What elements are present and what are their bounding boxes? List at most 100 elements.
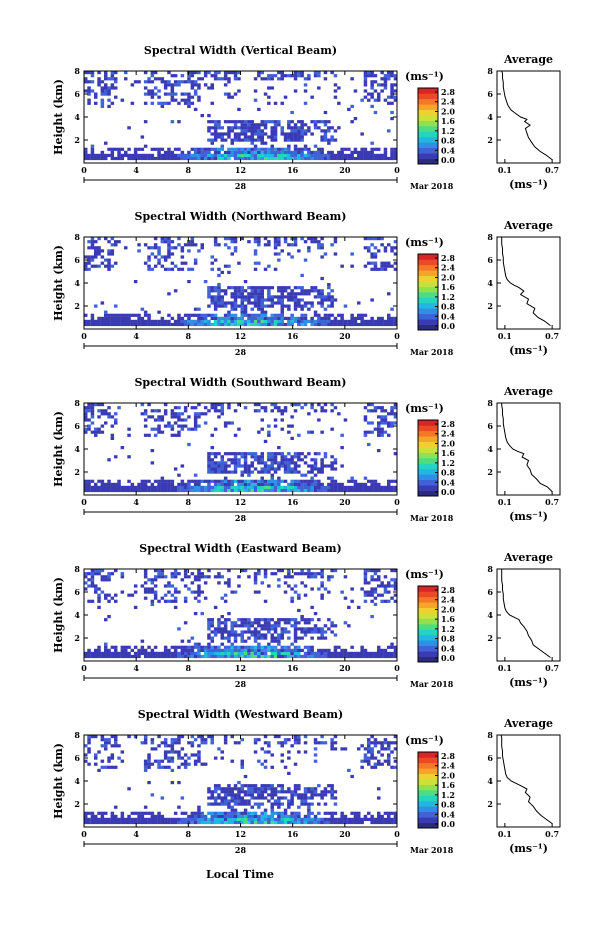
heatmap-cell [303,292,308,296]
heatmap-cell [180,322,185,327]
heatmap-cell [90,421,95,425]
heatmap-cell [263,817,268,821]
heatmap-cell [233,808,238,812]
heatmap-cell [180,735,185,739]
heatmap-cell [307,575,311,579]
heatmap-cell [390,817,394,821]
heatmap-cell [330,461,334,465]
heatmap-cell [207,467,211,471]
heatmap-cell [340,747,344,751]
heatmap-cell [84,156,88,161]
heatmap-cell [393,765,398,769]
heatmap-cell [187,150,191,154]
heatmap-cell [170,584,175,588]
heatmap-cell [197,86,201,90]
heatmap-cell [303,802,308,806]
heatmap-cell [233,452,238,456]
heatmap-cell [187,313,191,317]
heatmap-cell [310,458,314,462]
heatmap-cell [177,654,181,659]
heatmap-cell [277,409,281,413]
heatmap-cell [363,406,368,410]
heatmap-cell [223,485,228,489]
heatmap-cell [310,630,314,634]
heatmap-cell [303,83,308,87]
heatmap-cell [137,654,141,659]
heatmap-cell [267,793,271,797]
heatmap-cell [300,799,304,803]
heatmap-cell [353,488,358,493]
heatmap-cell [173,147,178,151]
heatmap-cell [177,267,181,271]
heatmap-cell [153,427,158,431]
heatmap-cell [157,415,161,419]
colorbar-swatch [418,120,438,127]
heatmap-cell [243,120,248,124]
heatmap-cell [307,237,311,241]
heatmap-cell [104,485,108,489]
heatmap-cell [280,796,284,800]
heatmap-cell [360,150,364,154]
heatmap-cell [387,412,391,416]
heatmap-cell [230,304,234,308]
heatmap-cell [327,820,331,825]
heatmap-cell [237,633,241,637]
heatmap-cell [313,630,318,634]
heatmap-cell [187,74,191,78]
heatmap-cell [193,651,198,655]
heatmap-cell [283,132,288,136]
heatmap-cell [197,322,201,327]
heatmap-cell [163,765,168,769]
average-y-tick-label: 4 [487,610,493,620]
heatmap-cell [193,156,198,161]
heatmap-cell [267,814,271,818]
heatmap-cell [157,811,161,815]
heatmap-cell [393,147,398,151]
heatmap-cell [230,147,234,151]
y-tick-label: 8 [74,398,80,408]
heatmap-cell [313,322,318,327]
heatmap-cell [273,406,278,410]
heatmap-cell [343,814,348,818]
heatmap-cell [163,412,168,416]
heatmap-cell [263,741,268,745]
heatmap-cell [247,802,251,806]
heatmap-cell [273,488,278,493]
heatmap-cell [193,313,198,317]
heatmap-cell [273,802,278,806]
heatmap-cell [257,461,261,465]
heatmap-cell [150,482,155,486]
heatmap-cell [293,126,298,130]
heatmap-cell [260,470,264,474]
heatmap-cell [313,71,318,75]
heatmap-cell [257,147,261,151]
heatmap-cell [180,796,185,800]
heatmap-cell [273,817,278,821]
heatmap-cell [277,289,281,293]
average-profile-line [500,734,553,824]
heatmap-cell [230,458,234,462]
heatmap-cell [247,153,251,157]
heatmap-cell [140,135,145,139]
heatmap-cell [163,488,168,493]
heatmap-cell [243,799,248,803]
heatmap-cell [193,421,198,425]
colorbar-swatch [418,93,438,100]
heatmap-cells [84,237,398,327]
heatmap-cell [130,319,135,323]
heatmap-cell [280,286,284,290]
heatmap-cell [370,261,374,265]
heatmap-cell [240,153,244,157]
y-tick-label: 8 [74,730,80,740]
colorbar-tick-label: 0.8 [441,136,455,146]
heatmap-cells [84,71,398,161]
heatmap-cell [330,150,334,154]
heatmap-cell [383,147,388,151]
heatmap-cell [90,80,95,84]
heatmap-cell [120,648,125,652]
heatmap-cell [107,648,111,652]
colorbar-swatch [418,490,438,497]
heatmap-cell [227,470,231,474]
heatmap-cell [310,479,314,483]
